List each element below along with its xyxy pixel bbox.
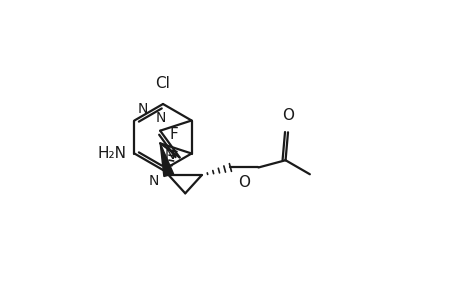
Text: N: N: [137, 101, 147, 116]
Text: N: N: [156, 111, 166, 125]
Polygon shape: [160, 143, 173, 176]
Text: N: N: [164, 148, 174, 162]
Text: O: O: [281, 108, 293, 123]
Text: F: F: [169, 127, 178, 142]
Text: H₂N: H₂N: [97, 146, 126, 161]
Text: Cl: Cl: [155, 76, 170, 91]
Text: N: N: [148, 174, 159, 188]
Text: O: O: [238, 176, 250, 190]
